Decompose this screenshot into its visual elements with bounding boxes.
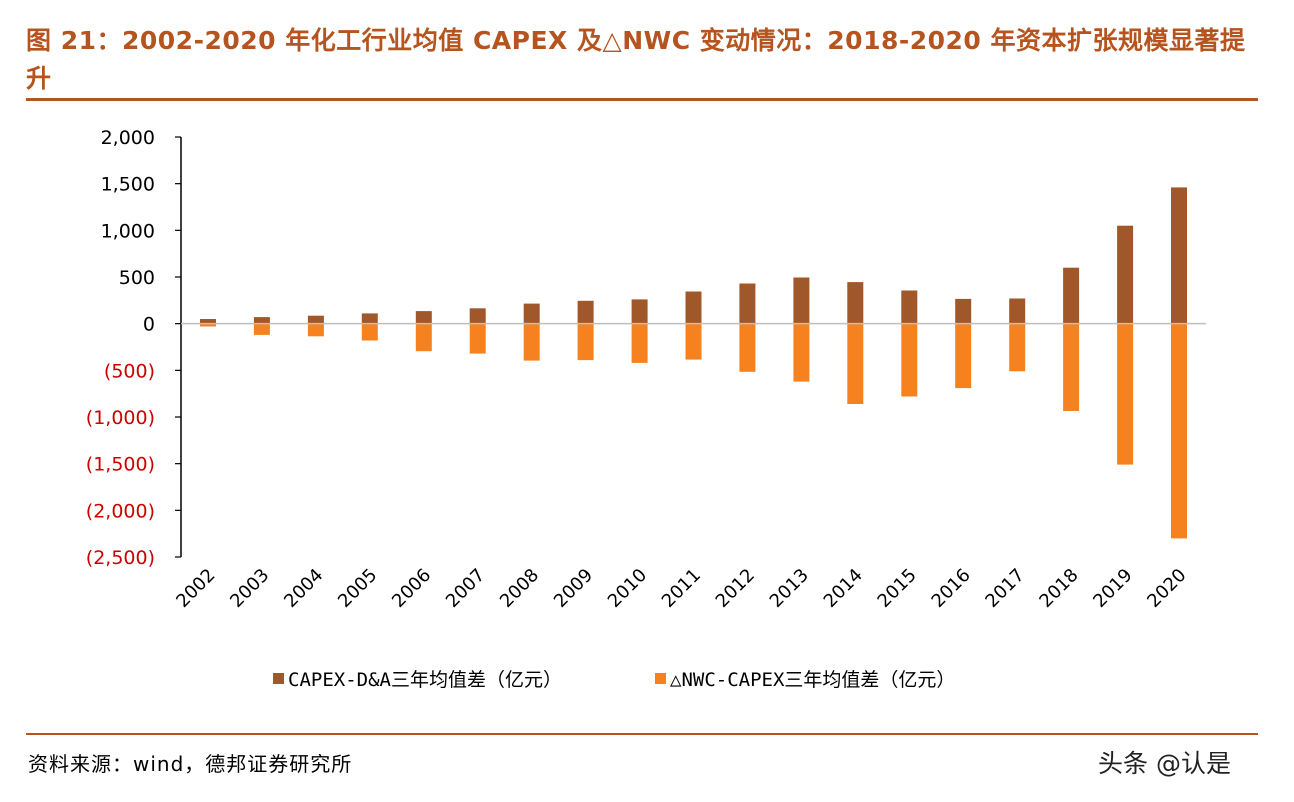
bar-nwc-capex-2003: [253, 323, 270, 335]
source-divider: [26, 733, 1258, 735]
bar-nwc-capex-2007: [469, 323, 486, 354]
bar-capex-da-2006: [415, 311, 432, 324]
bar-nwc-capex-2016: [955, 323, 972, 389]
x-tick-label-2012: 2012: [712, 565, 759, 612]
x-tick-label-2006: 2006: [388, 565, 435, 612]
y-tick-label: 1,500: [101, 174, 155, 196]
bar-nwc-capex-2018: [1063, 323, 1080, 411]
title-divider: [26, 98, 1258, 101]
x-tick-label-2005: 2005: [334, 565, 381, 612]
bar-capex-da-2012: [739, 283, 756, 324]
legend-swatch-series1: [273, 672, 284, 684]
y-tick-label: (1,000): [86, 407, 155, 429]
bar-capex-da-2002: [200, 319, 216, 324]
x-tick-label-2015: 2015: [874, 565, 921, 612]
legend-swatch-series2: [655, 672, 666, 684]
x-tick-label-2020: 2020: [1143, 565, 1190, 612]
bar-capex-da-2017: [1009, 298, 1026, 324]
x-tick-label-2007: 2007: [442, 565, 489, 612]
source-note: 资料来源：wind，德邦证券研究所: [28, 752, 353, 776]
bar-capex-da-2020: [1171, 187, 1187, 324]
y-tick-label: 500: [119, 267, 155, 289]
y-tick-label: 2,000: [101, 127, 155, 149]
bar-nwc-capex-2008: [523, 323, 540, 361]
bar-nwc-capex-2012: [739, 323, 756, 372]
bar-capex-da-2004: [307, 315, 324, 324]
y-tick-label: 1,000: [101, 220, 155, 242]
y-tick-label: (2,500): [86, 547, 155, 569]
x-tick-label-2004: 2004: [280, 565, 327, 612]
legend-label-series1: CAPEX-D&A三年均值差（亿元）: [288, 668, 562, 691]
x-tick-label-2017: 2017: [981, 565, 1028, 612]
x-tick-label-2003: 2003: [226, 565, 273, 612]
bar-chart: 2,000 1,500 1,000 500 0 (500) (1,000) (1,500) (2…: [86, 127, 1206, 612]
y-tick-label: (1,500): [86, 454, 155, 476]
bar-nwc-capex-2010: [631, 323, 648, 363]
y-tick-label: (500): [104, 360, 155, 382]
bar-nwc-capex-2013: [793, 323, 810, 382]
x-tick-label-2019: 2019: [1089, 565, 1136, 612]
bar-nwc-capex-2011: [685, 323, 702, 360]
bar-capex-da-2003: [253, 317, 270, 324]
x-tick-label-2013: 2013: [766, 565, 813, 612]
legend-item-series2: △NWC-CAPEX三年均值差（亿元）: [655, 666, 956, 691]
bar-nwc-capex-2009: [577, 323, 594, 361]
y-tick-label: 0: [143, 314, 155, 336]
x-tick-label-2018: 2018: [1035, 565, 1082, 612]
bar-capex-da-2013: [793, 277, 810, 324]
bar-nwc-capex-2017: [1009, 323, 1026, 372]
bar-nwc-capex-2014: [847, 323, 864, 404]
bar-capex-da-2007: [469, 308, 486, 324]
y-tick-label: (2,000): [86, 500, 155, 522]
bar-nwc-capex-2015: [901, 323, 918, 397]
bar-nwc-capex-2006: [415, 323, 432, 352]
bar-capex-da-2005: [361, 313, 378, 324]
chart-title: 图 21：2002-2020 年化工行业均值 CAPEX 及△NWC 变动情况：…: [26, 26, 1246, 93]
legend-item-series1: CAPEX-D&A三年均值差（亿元）: [273, 666, 562, 691]
x-tick-label-2010: 2010: [604, 565, 651, 612]
x-tick-label-2014: 2014: [820, 565, 867, 612]
bar-nwc-capex-2004: [307, 323, 324, 337]
bar-capex-da-2008: [523, 303, 540, 324]
watermark: 头条 @认是: [1098, 749, 1231, 778]
bar-capex-da-2010: [631, 299, 648, 324]
bar-nwc-capex-2020: [1171, 323, 1187, 539]
x-tick-label-2016: 2016: [928, 565, 975, 612]
bar-capex-da-2015: [901, 290, 918, 324]
bar-capex-da-2009: [577, 300, 594, 324]
bar-nwc-capex-2002: [200, 323, 216, 327]
bar-capex-da-2018: [1063, 267, 1080, 324]
bar-nwc-capex-2005: [361, 323, 378, 341]
x-tick-label-2009: 2009: [550, 565, 597, 612]
bar-capex-da-2016: [955, 298, 972, 324]
bar-capex-da-2019: [1117, 225, 1134, 324]
x-tick-label-2002: 2002: [172, 565, 219, 612]
bar-capex-da-2014: [847, 282, 864, 324]
bar-nwc-capex-2019: [1117, 323, 1134, 465]
x-tick-label-2011: 2011: [658, 565, 705, 612]
x-tick-label-2008: 2008: [496, 565, 543, 612]
bar-capex-da-2011: [685, 291, 702, 324]
legend-label-series2: △NWC-CAPEX三年均值差（亿元）: [670, 668, 956, 691]
